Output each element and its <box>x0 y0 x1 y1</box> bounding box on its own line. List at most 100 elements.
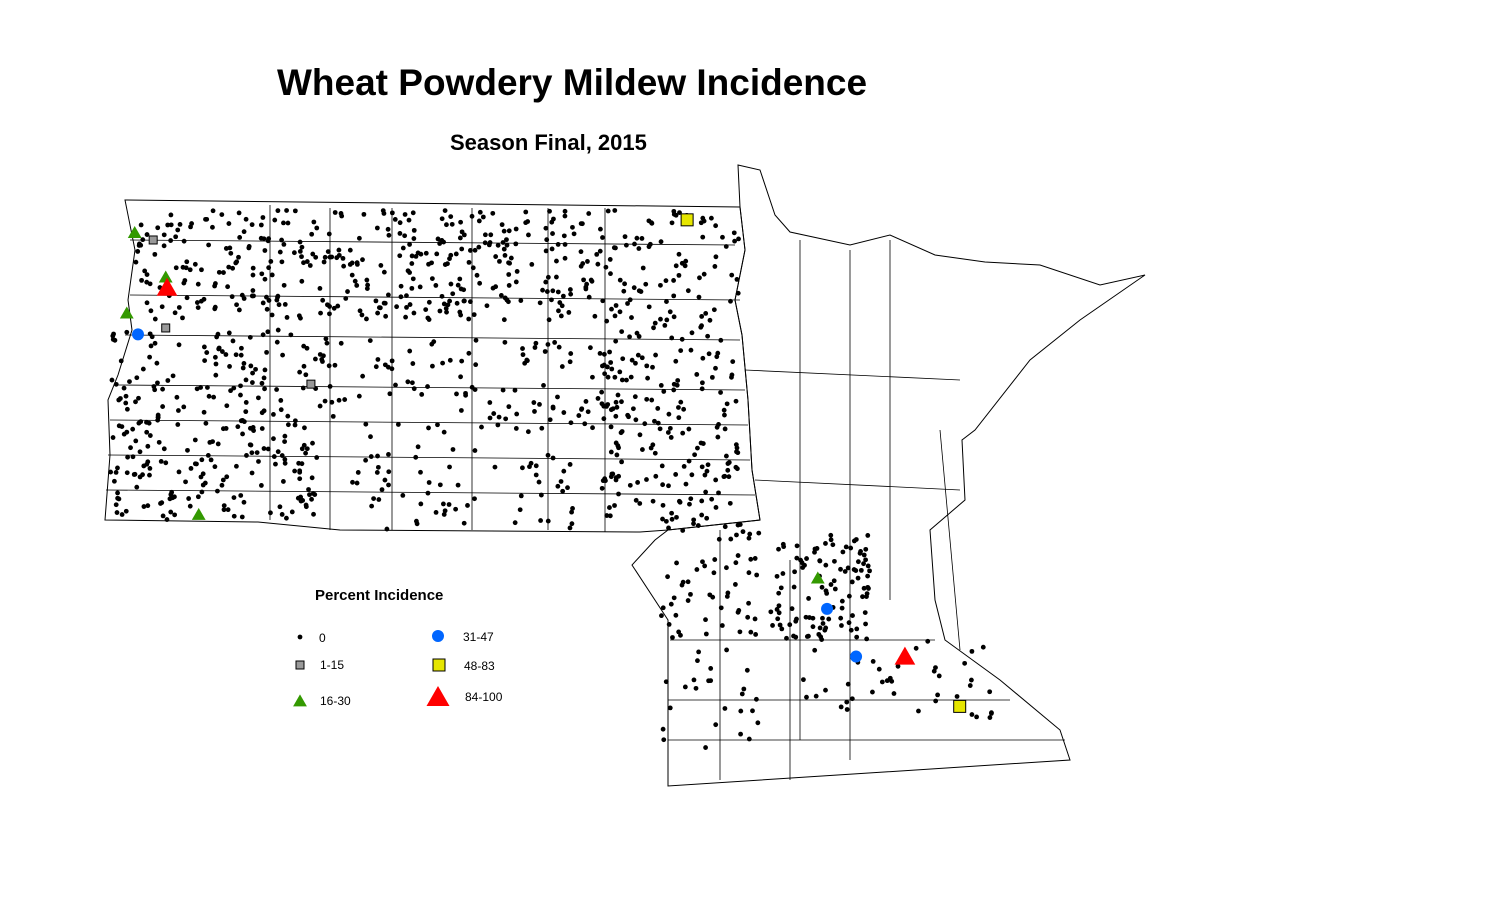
observation-marker-1-15 <box>161 323 171 333</box>
zero-incidence-point <box>304 345 310 351</box>
zero-incidence-point <box>302 425 307 431</box>
zero-incidence-point <box>227 364 232 369</box>
zero-incidence-point <box>718 337 724 343</box>
zero-incidence-point <box>779 626 785 632</box>
zero-incidence-point <box>590 425 595 431</box>
zero-incidence-point <box>392 217 398 222</box>
zero-incidence-point <box>844 699 850 705</box>
zero-incidence-point <box>269 312 275 318</box>
zero-incidence-point <box>111 478 117 484</box>
zero-incidence-point <box>144 232 150 237</box>
zero-incidence-point <box>799 560 805 566</box>
zero-incidence-point <box>695 523 701 528</box>
zero-incidence-point <box>800 565 806 570</box>
zero-incidence-point <box>158 458 164 464</box>
zero-incidence-point <box>277 249 283 255</box>
zero-incidence-point <box>969 648 975 654</box>
zero-incidence-point <box>604 513 610 518</box>
zero-incidence-point <box>409 261 415 266</box>
zero-incidence-point <box>554 258 559 264</box>
zero-incidence-point <box>722 412 727 418</box>
zero-incidence-point <box>116 423 122 429</box>
zero-incidence-point <box>728 536 734 542</box>
zero-incidence-point <box>123 508 129 514</box>
zero-incidence-point <box>701 271 707 277</box>
zero-incidence-point <box>681 464 687 469</box>
zero-incidence-point <box>493 254 499 259</box>
zero-incidence-point <box>406 217 412 223</box>
zero-incidence-point <box>544 289 550 294</box>
zero-incidence-point <box>542 349 548 354</box>
zero-incidence-point <box>465 503 470 508</box>
zero-incidence-point <box>385 226 391 232</box>
zero-incidence-point <box>155 380 160 386</box>
zero-incidence-point <box>685 598 691 603</box>
zero-incidence-point <box>700 355 706 361</box>
zero-incidence-point <box>867 568 872 574</box>
zero-incidence-point <box>707 317 713 323</box>
zero-incidence-point <box>288 332 294 338</box>
zero-incidence-point <box>282 460 288 466</box>
zero-incidence-point <box>194 461 199 467</box>
zero-incidence-point <box>567 462 573 467</box>
zero-incidence-point <box>466 259 472 265</box>
zero-incidence-point <box>650 364 655 370</box>
zero-incidence-point <box>251 428 256 433</box>
zero-incidence-point <box>211 394 217 400</box>
zero-incidence-point <box>249 470 255 476</box>
zero-incidence-point <box>655 420 661 426</box>
zero-incidence-point <box>752 556 758 561</box>
zero-incidence-point <box>713 365 718 371</box>
zero-incidence-point <box>118 358 124 364</box>
zero-incidence-point <box>636 246 642 251</box>
zero-incidence-point <box>804 556 809 561</box>
zero-incidence-point <box>562 255 568 261</box>
zero-incidence-point <box>713 505 719 510</box>
zero-incidence-point <box>854 626 860 632</box>
zero-incidence-point <box>172 512 178 518</box>
zero-incidence-point <box>271 412 276 417</box>
zero-incidence-point <box>492 464 498 470</box>
zero-incidence-point <box>583 286 589 292</box>
zero-incidence-point <box>555 394 560 400</box>
zero-incidence-point <box>260 300 266 306</box>
zero-incidence-point <box>470 265 476 271</box>
zero-incidence-point <box>326 363 332 369</box>
zero-incidence-point <box>160 513 166 519</box>
zero-incidence-point <box>457 235 463 241</box>
zero-incidence-point <box>418 469 423 475</box>
zero-incidence-point <box>275 294 280 300</box>
zero-incidence-point <box>250 272 256 278</box>
zero-incidence-point <box>249 222 255 228</box>
zero-incidence-point <box>223 352 229 357</box>
zero-incidence-point <box>731 230 737 236</box>
zero-incidence-point <box>561 233 567 239</box>
zero-incidence-point <box>561 410 567 415</box>
zero-incidence-point <box>210 208 216 214</box>
zero-incidence-point <box>826 616 832 622</box>
zero-incidence-point <box>110 435 116 440</box>
zero-incidence-point <box>792 569 797 575</box>
zero-incidence-point <box>280 479 286 484</box>
legend-symbol-31-47 <box>432 630 444 642</box>
zero-incidence-point <box>321 353 326 359</box>
zero-incidence-point <box>482 240 488 246</box>
zero-incidence-point <box>297 369 303 375</box>
zero-incidence-point <box>652 418 657 424</box>
zero-incidence-point <box>397 220 403 226</box>
zero-incidence-point <box>699 498 705 504</box>
zero-incidence-point <box>755 720 761 726</box>
zero-incidence-point <box>712 264 718 269</box>
zero-incidence-point <box>304 446 310 452</box>
zero-incidence-point <box>734 532 739 538</box>
zero-incidence-point <box>832 586 838 592</box>
zero-incidence-point <box>285 422 291 428</box>
zero-incidence-point <box>219 482 225 488</box>
county-line <box>129 239 736 246</box>
observation-marker-31-47 <box>132 328 144 341</box>
zero-incidence-point <box>806 596 811 601</box>
zero-incidence-point <box>259 410 265 416</box>
zero-incidence-point <box>476 244 482 250</box>
zero-incidence-point <box>538 518 543 523</box>
zero-incidence-point <box>666 483 671 489</box>
